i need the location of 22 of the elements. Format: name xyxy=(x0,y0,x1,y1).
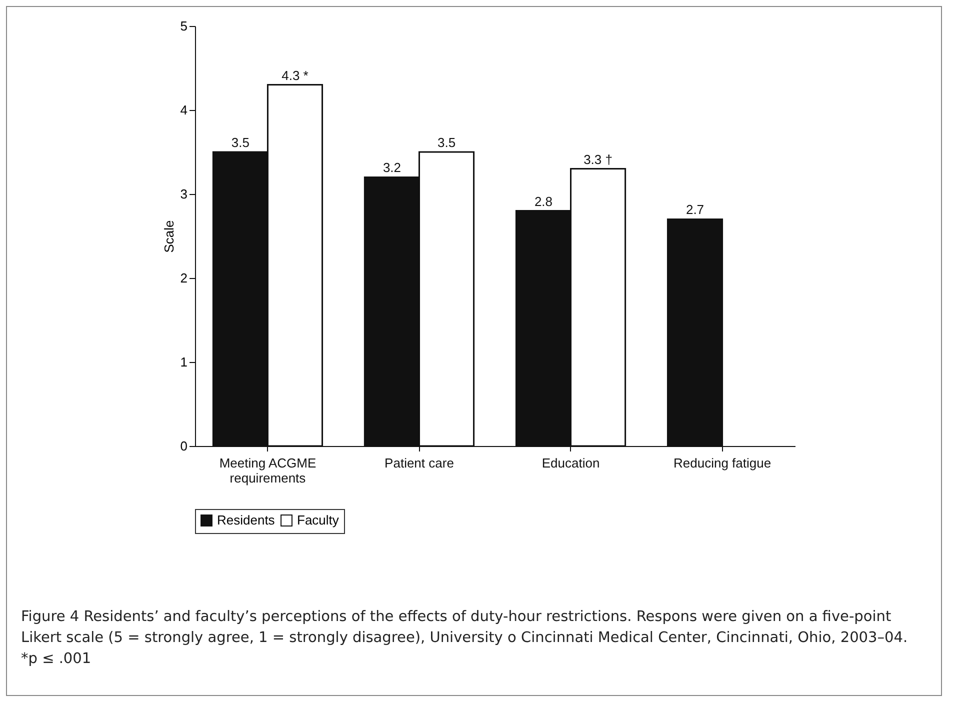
y-tick-label: 3 xyxy=(180,186,188,202)
y-tick-label: 2 xyxy=(180,270,188,286)
y-tick-label: 1 xyxy=(180,354,188,370)
caption: Figure 4 Residents’ and faculty’s perceptions of the effects of duty-hour restrictions. Respons were given on a five-point Likert scale (5 = strongly agree, 1 = strongly disagree), University o Cincinnati Medical Center, Cincinnati, Ohio, 2003–04. xyxy=(21,608,909,648)
data-label: 3.2 xyxy=(382,160,402,176)
data-label: 2.7 xyxy=(686,202,704,218)
y-axis-title: Scale xyxy=(161,220,176,253)
data-label: 4.3 * xyxy=(282,68,308,83)
legend-label: Faculty xyxy=(297,512,340,528)
data-label: 3.5 xyxy=(437,135,456,150)
data-label: 3.3 † xyxy=(584,152,612,167)
x-tick-label: Meeting ACGME requirements xyxy=(219,456,316,486)
x-tick-label: Patient care xyxy=(384,456,454,470)
data-label: 3.5 xyxy=(231,135,250,150)
y-tick-label: 4 xyxy=(180,102,188,118)
y-tick-label: 5 xyxy=(180,18,188,34)
x-tick-label: Education xyxy=(542,456,600,470)
y-tick-label: 0 xyxy=(180,438,188,454)
text: *p ≤ .001 xyxy=(21,650,92,669)
x-tick-label: Reducing fatigue xyxy=(673,456,772,470)
legend-label: Residents xyxy=(217,512,276,528)
data-label: 2.8 xyxy=(534,194,553,209)
